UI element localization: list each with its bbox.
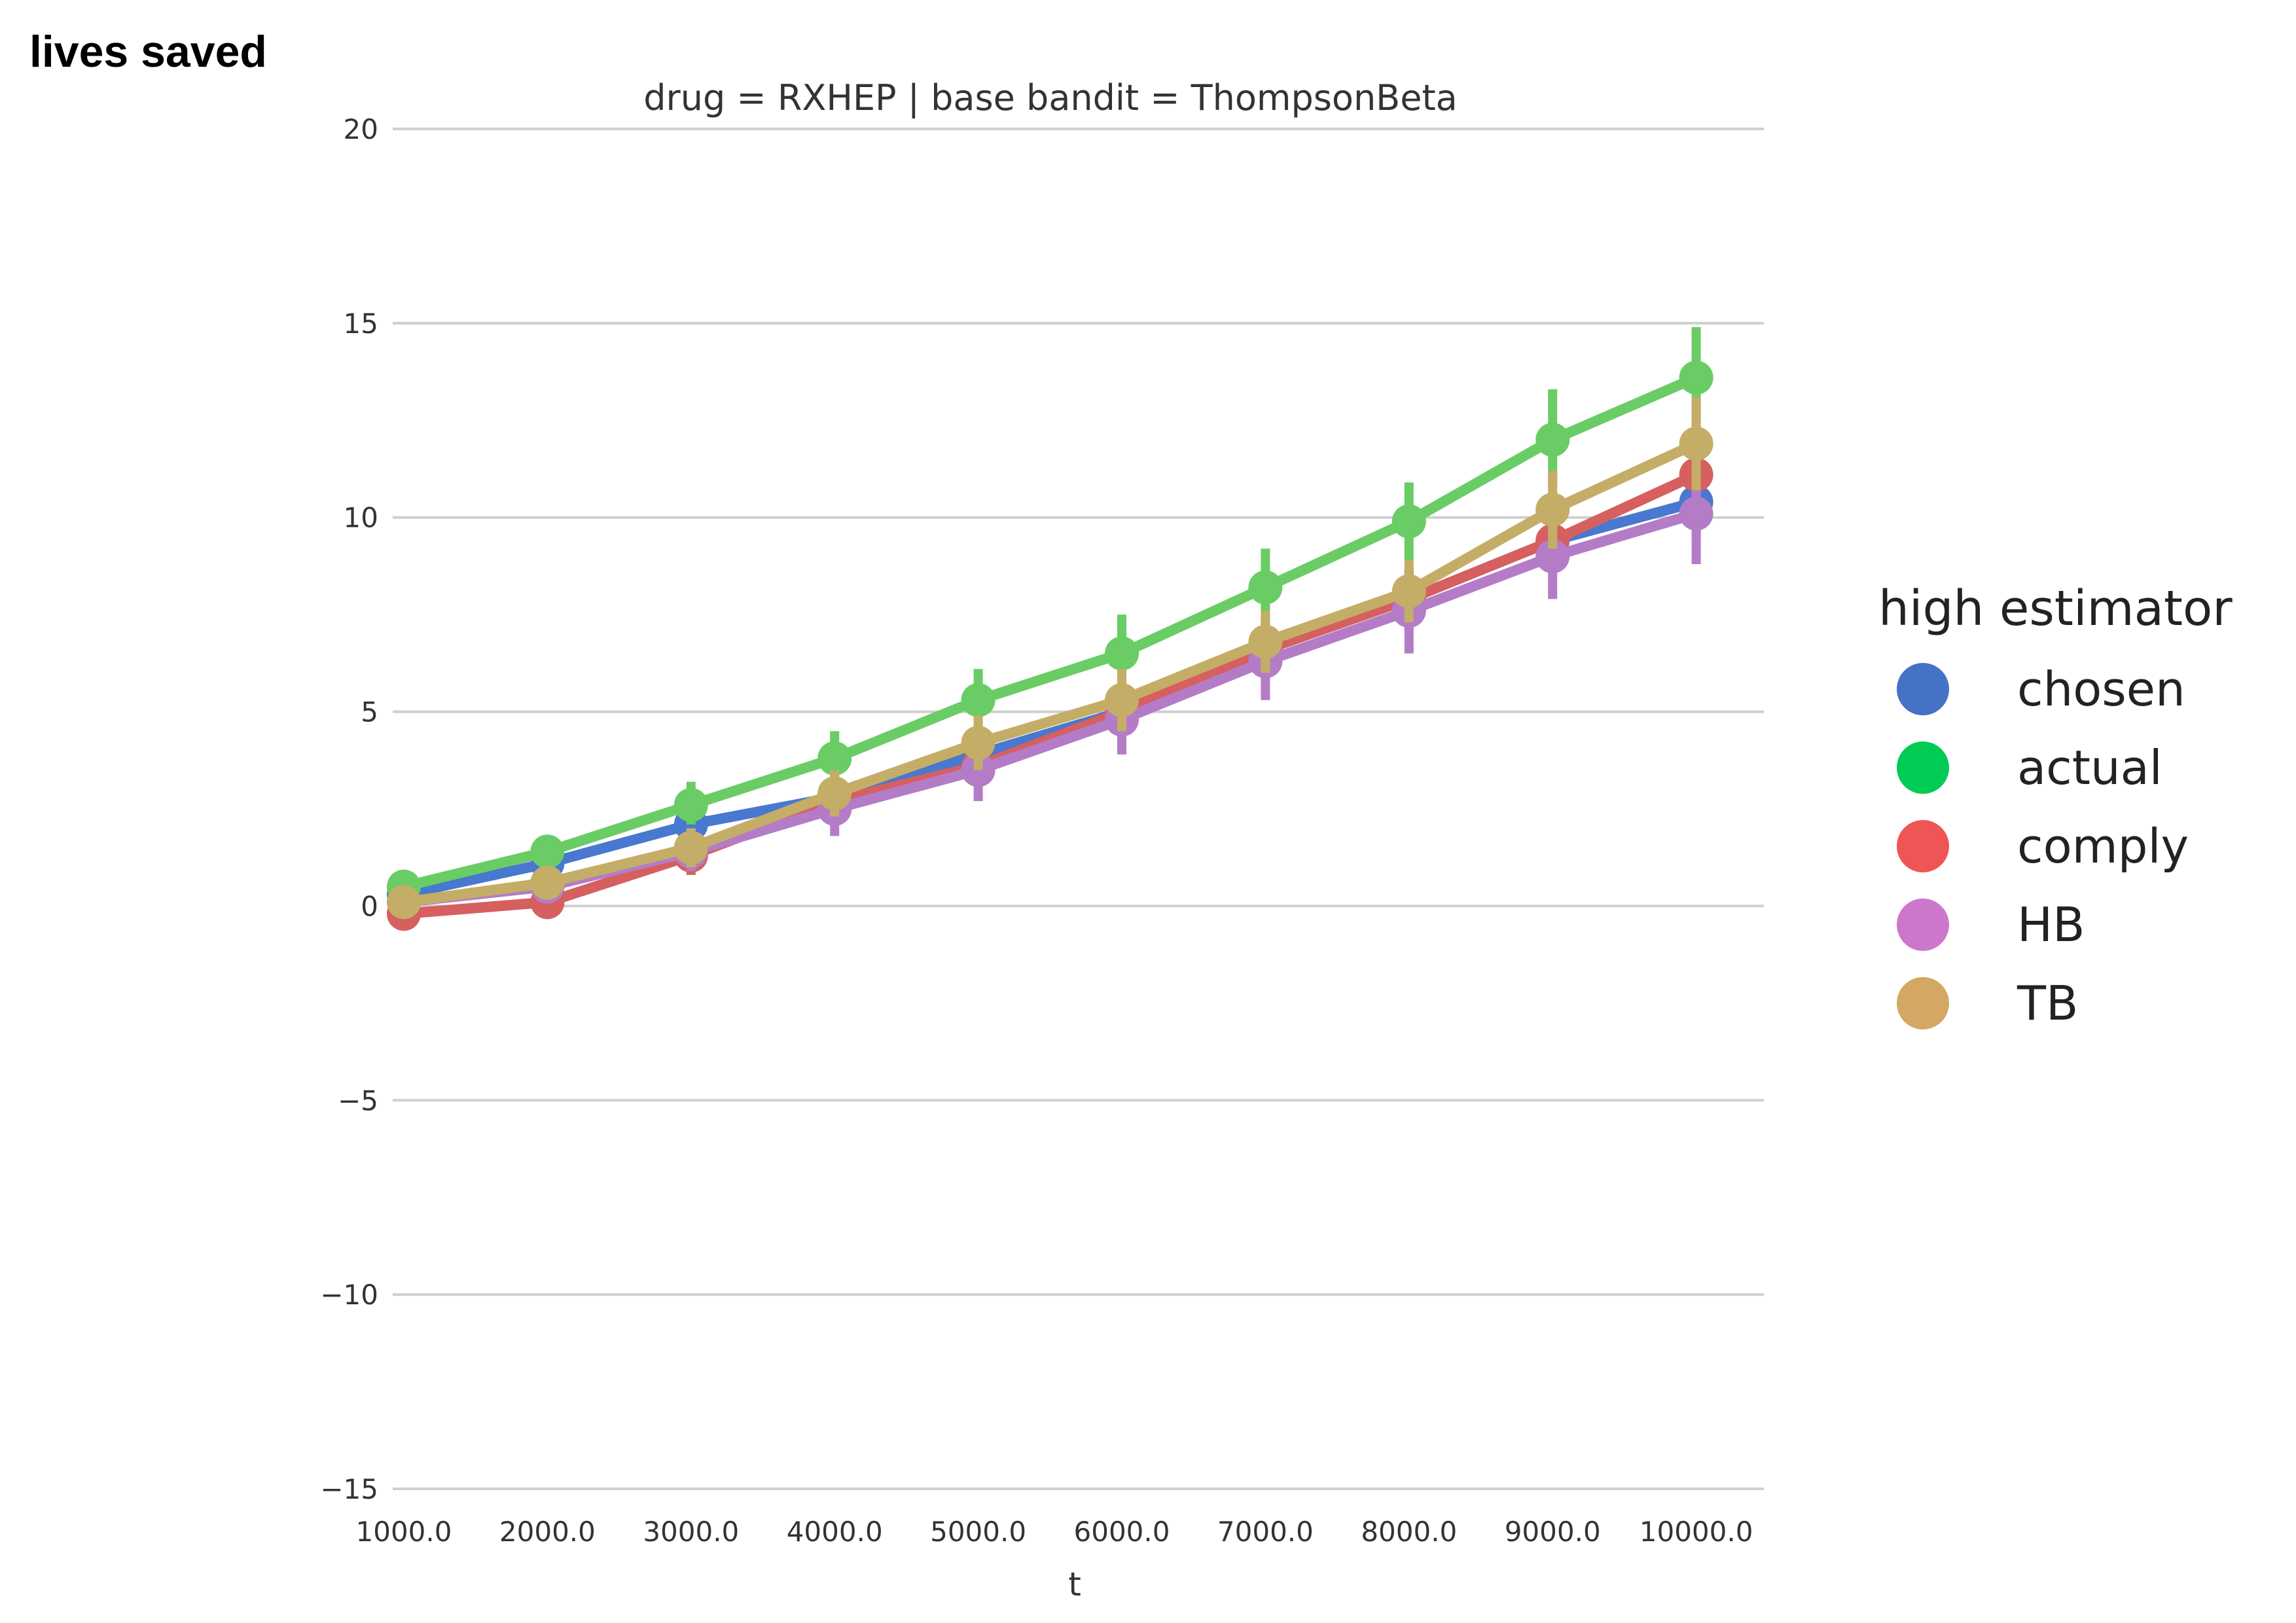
data-point (1391, 504, 1426, 539)
y-tick-label: −5 (338, 1084, 378, 1116)
data-point (530, 865, 565, 900)
series-layer (387, 327, 1713, 931)
x-tick-label: 9000.0 (1505, 1516, 1601, 1548)
data-point (1679, 496, 1713, 531)
data-point (673, 788, 708, 823)
data-point (1535, 539, 1570, 574)
x-tick-label: 3000.0 (643, 1516, 739, 1548)
series-line (403, 508, 1698, 908)
data-point (961, 726, 996, 760)
data-point (817, 741, 852, 776)
y-tick-label: 10 (344, 502, 378, 534)
grid-lines (393, 128, 1764, 1490)
series-line (403, 470, 1698, 919)
y-axis-label: lives saved (29, 27, 267, 77)
data-point (387, 885, 421, 919)
y-tick-label: 5 (361, 696, 378, 728)
legend-swatch (1897, 741, 1949, 794)
data-point (530, 834, 565, 869)
data-point (1391, 574, 1426, 609)
legend-title: high estimator (1878, 580, 2233, 637)
data-point (1535, 422, 1570, 457)
data-point (1248, 570, 1283, 605)
y-tick-labels: 20 15 10 5 0 −5 −10 −15 (320, 113, 378, 1505)
legend-label: comply (2017, 819, 2189, 874)
x-tick-label: 6000.0 (1074, 1516, 1170, 1548)
legend: high estimator chosen actual comply HB TB (1878, 580, 2233, 1031)
legend-items: chosen actual comply HB TB (1897, 662, 2189, 1031)
y-tick-label: −10 (320, 1279, 378, 1311)
data-point (1679, 426, 1713, 461)
y-tick-label: 20 (344, 113, 378, 145)
series-tb (387, 397, 1713, 919)
data-point (961, 683, 996, 717)
legend-item-chosen: chosen (1897, 662, 2185, 717)
x-tick-label: 8000.0 (1361, 1516, 1457, 1548)
legend-label: chosen (2017, 662, 2185, 717)
data-point (1535, 492, 1570, 527)
x-tick-labels: 1000.0 2000.0 3000.0 4000.0 5000.0 6000.0 7000… (356, 1516, 1753, 1548)
legend-swatch (1897, 820, 1949, 872)
legend-label: actual (2017, 740, 2162, 795)
legend-item-tb: TB (1897, 976, 2078, 1031)
series-line (403, 438, 1698, 908)
data-point (673, 830, 708, 865)
x-axis-label: t (1068, 1565, 1081, 1603)
x-tick-label: 1000.0 (356, 1516, 452, 1548)
data-point (1105, 683, 1139, 717)
y-tick-label: −15 (320, 1473, 378, 1505)
series-actual (387, 327, 1713, 904)
data-point (1105, 636, 1139, 671)
x-tick-label: 5000.0 (930, 1516, 1026, 1548)
x-tick-label: 10000.0 (1640, 1516, 1753, 1548)
legend-swatch (1897, 899, 1949, 951)
legend-item-actual: actual (1897, 740, 2162, 795)
legend-item-comply: comply (1897, 819, 2189, 874)
legend-label: TB (2017, 976, 2078, 1031)
data-point (1248, 624, 1283, 659)
legend-swatch (1897, 663, 1949, 715)
series-line (403, 372, 1698, 892)
legend-item-hb: HB (1897, 897, 2085, 952)
y-tick-label: 0 (361, 890, 378, 922)
chart-title: drug = RXHEP | base bandit = ThompsonBet… (643, 77, 1457, 118)
data-point (1679, 360, 1713, 395)
data-point (817, 776, 852, 811)
legend-label: HB (2017, 897, 2085, 952)
x-tick-label: 2000.0 (499, 1516, 596, 1548)
y-tick-label: 15 (344, 308, 378, 340)
x-tick-label: 7000.0 (1217, 1516, 1314, 1548)
x-tick-label: 4000.0 (787, 1516, 883, 1548)
legend-swatch (1897, 977, 1949, 1029)
